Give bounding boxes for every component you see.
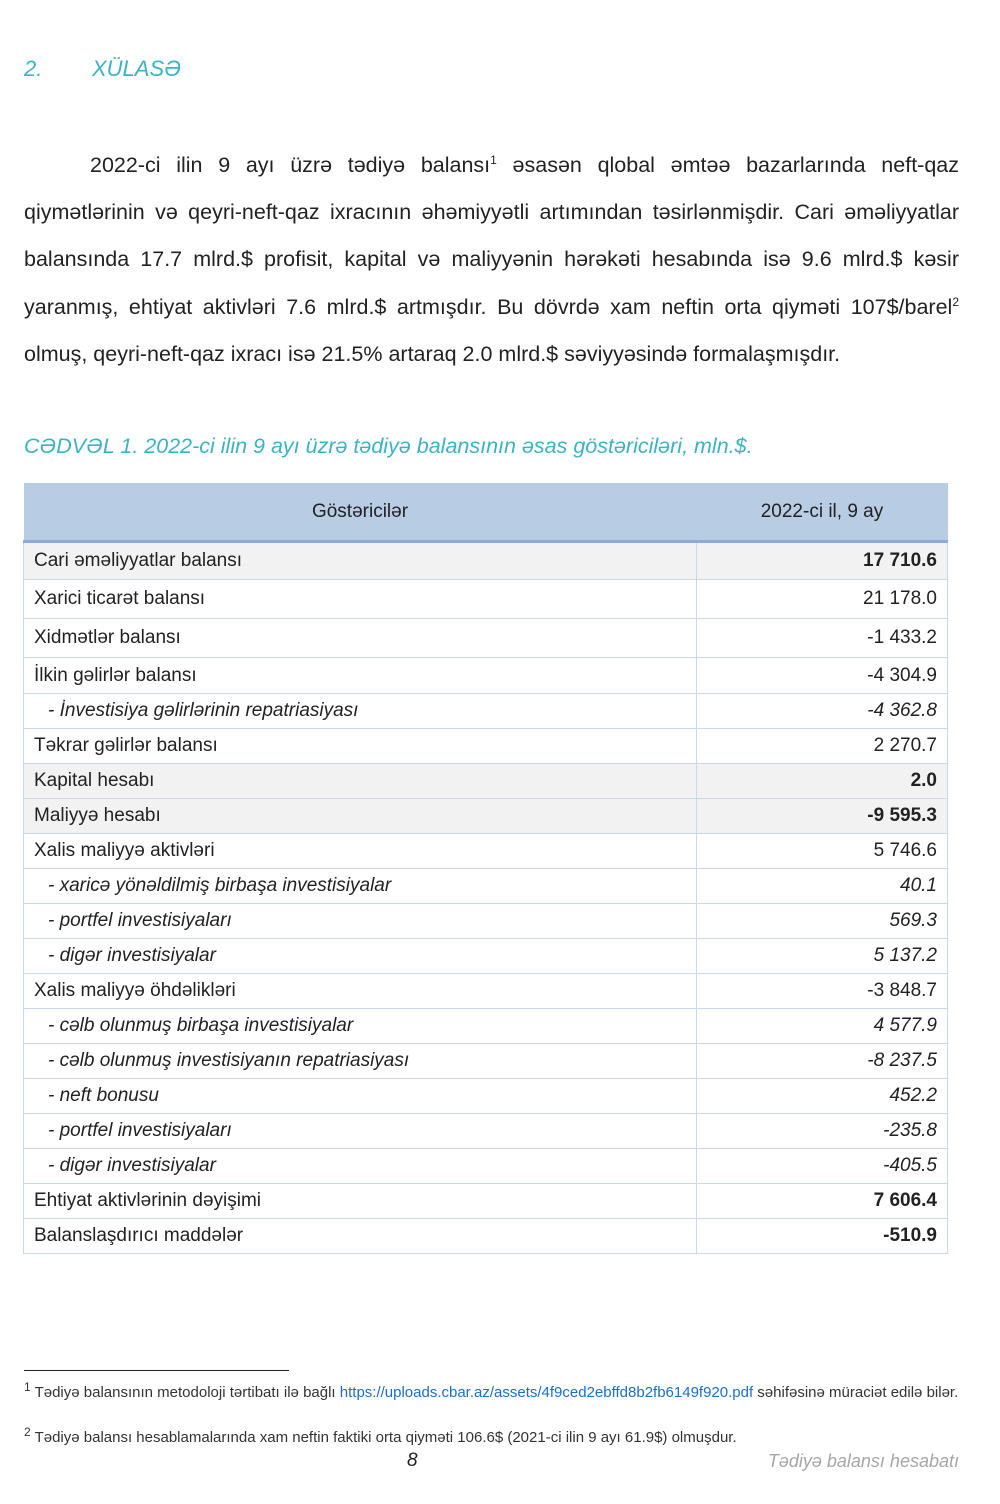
row-label: İlkin gəlirlər balansı	[23, 657, 697, 694]
row-value: 4 577.9	[696, 1008, 948, 1044]
table-row: - digər investisiyalar 5 137.2	[23, 938, 948, 974]
summary-paragraph: 2022-ci ilin 9 ayı üzrə tədiyə balansı1 …	[24, 142, 959, 378]
table-row: - cəlb olunmuş birbaşa investisiyalar 4 5…	[23, 1008, 948, 1044]
row-label: Balanslaşdırıcı maddələr	[23, 1218, 697, 1254]
row-value: -8 237.5	[696, 1043, 948, 1079]
column-header-indicator: Göstəricilər	[23, 483, 697, 543]
section-number: 2.	[24, 56, 43, 81]
row-label: Cari əməliyyatlar balansı	[23, 541, 697, 580]
row-value: -9 595.3	[696, 798, 948, 834]
table-row: Maliyyə hesabı -9 595.3	[23, 798, 948, 834]
row-label: - neft bonusu	[23, 1078, 697, 1114]
row-label: - cəlb olunmuş investisiyanın repatriasi…	[23, 1043, 697, 1079]
row-value: 452.2	[696, 1078, 948, 1114]
table-row: İlkin gəlirlər balansı -4 304.9	[23, 657, 948, 694]
footnote-2: 2 Tədiyə balansı hesablamalarında xam ne…	[24, 1425, 737, 1446]
row-value: 40.1	[696, 868, 948, 904]
row-value: 17 710.6	[696, 541, 948, 580]
table-row: - cəlb olunmuş investisiyanın repatriasi…	[23, 1043, 948, 1079]
row-label: - İnvestisiya gəlirlərinin repatriasiyas…	[23, 693, 697, 729]
row-value: 7 606.4	[696, 1183, 948, 1219]
table-row: - xaricə yönəldilmiş birbaşa investisiya…	[23, 868, 948, 904]
table-row: - portfel investisiyaları 569.3	[23, 903, 948, 939]
table-row: Balanslaşdırıcı maddələr -510.9	[23, 1218, 948, 1254]
paragraph-text: 2022-ci ilin 9 ayı üzrə tədiyə balansı	[90, 153, 491, 177]
row-value: -510.9	[696, 1218, 948, 1254]
table-row: Kapital hesabı 2.0	[23, 763, 948, 799]
row-value: 21 178.0	[696, 579, 948, 619]
row-value: -4 304.9	[696, 657, 948, 694]
table-row: Xarici ticarət balansı 21 178.0	[23, 579, 948, 619]
paragraph-text: olmuş, qeyri-neft-qaz ixracı isə 21.5% a…	[24, 341, 841, 366]
table-row: Cari əməliyyatlar balansı 17 710.6	[23, 541, 948, 580]
row-label: Xalis maliyyə aktivləri	[23, 833, 697, 869]
table-row: - İnvestisiya gəlirlərinin repatriasiyas…	[23, 693, 948, 729]
table-row: Təkrar gəlirlər balansı 2 270.7	[23, 728, 948, 764]
row-value: -405.5	[696, 1148, 948, 1184]
footnote-ref-1[interactable]: 1	[490, 152, 497, 167]
table-caption: CƏDVƏL 1. 2022-ci ilin 9 ayı üzrə tədiyə…	[24, 434, 753, 458]
row-label: - digər investisiyalar	[23, 1148, 697, 1184]
page-number: 8	[407, 1450, 418, 1471]
section-title: XÜLASƏ	[92, 56, 182, 81]
row-label: - cəlb olunmuş birbaşa investisiyalar	[23, 1008, 697, 1044]
table-row: - portfel investisiyaları -235.8	[23, 1113, 948, 1149]
row-label: Xalis maliyyə öhdəlikləri	[23, 973, 697, 1009]
row-label: Təkrar gəlirlər balansı	[23, 728, 697, 764]
row-label: Xarici ticarət balansı	[23, 579, 697, 619]
footnote-ref-2[interactable]: 2	[952, 294, 959, 309]
table-row: - neft bonusu 452.2	[23, 1078, 948, 1114]
row-label: - portfel investisiyaları	[23, 903, 697, 939]
row-label: - portfel investisiyaları	[23, 1113, 697, 1149]
methodology-link[interactable]: https://uploads.cbar.az/assets/4f9ced2eb…	[339, 1384, 754, 1401]
row-value: -3 848.7	[696, 973, 948, 1009]
row-label: Ehtiyat aktivlərinin dəyişimi	[23, 1183, 697, 1219]
table-row: - digər investisiyalar -405.5	[23, 1148, 948, 1184]
row-value: 5 137.2	[696, 938, 948, 974]
row-label: Maliyyə hesabı	[23, 798, 697, 834]
row-value: -4 362.8	[696, 693, 948, 729]
footer-title: Tədiyə balansı hesabatı	[767, 1451, 959, 1471]
row-value: 5 746.6	[696, 833, 948, 869]
row-label: Kapital hesabı	[23, 763, 697, 799]
footnote-divider	[24, 1370, 289, 1371]
column-header-value: 2022-ci il, 9 ay	[696, 483, 948, 543]
row-value: -235.8	[696, 1113, 948, 1149]
table-row: Xidmətlər balansı -1 433.2	[23, 618, 948, 658]
row-label: Xidmətlər balansı	[23, 618, 697, 658]
row-label: - xaricə yönəldilmiş birbaşa investisiya…	[23, 868, 697, 904]
paragraph-text: əsasən qlobal əmtəə bazarlarında neft-qa…	[24, 153, 959, 319]
table-row: Ehtiyat aktivlərinin dəyişimi 7 606.4	[23, 1183, 948, 1219]
table-row: Xalis maliyyə aktivləri 5 746.6	[23, 833, 948, 869]
table-row: Xalis maliyyə öhdəlikləri -3 848.7	[23, 973, 948, 1009]
row-value: 2.0	[696, 763, 948, 799]
row-value: -1 433.2	[696, 618, 948, 658]
section-heading: 2. XÜLASƏ	[24, 56, 181, 82]
indicators-table: Göstəricilər 2022-ci il, 9 ay Cari əməli…	[23, 483, 948, 1254]
footnote-1: 1 Tədiyə balansının metodoloji tərtibatı…	[24, 1380, 959, 1401]
row-label: - digər investisiyalar	[23, 938, 697, 974]
row-value: 569.3	[696, 903, 948, 939]
row-value: 2 270.7	[696, 728, 948, 764]
